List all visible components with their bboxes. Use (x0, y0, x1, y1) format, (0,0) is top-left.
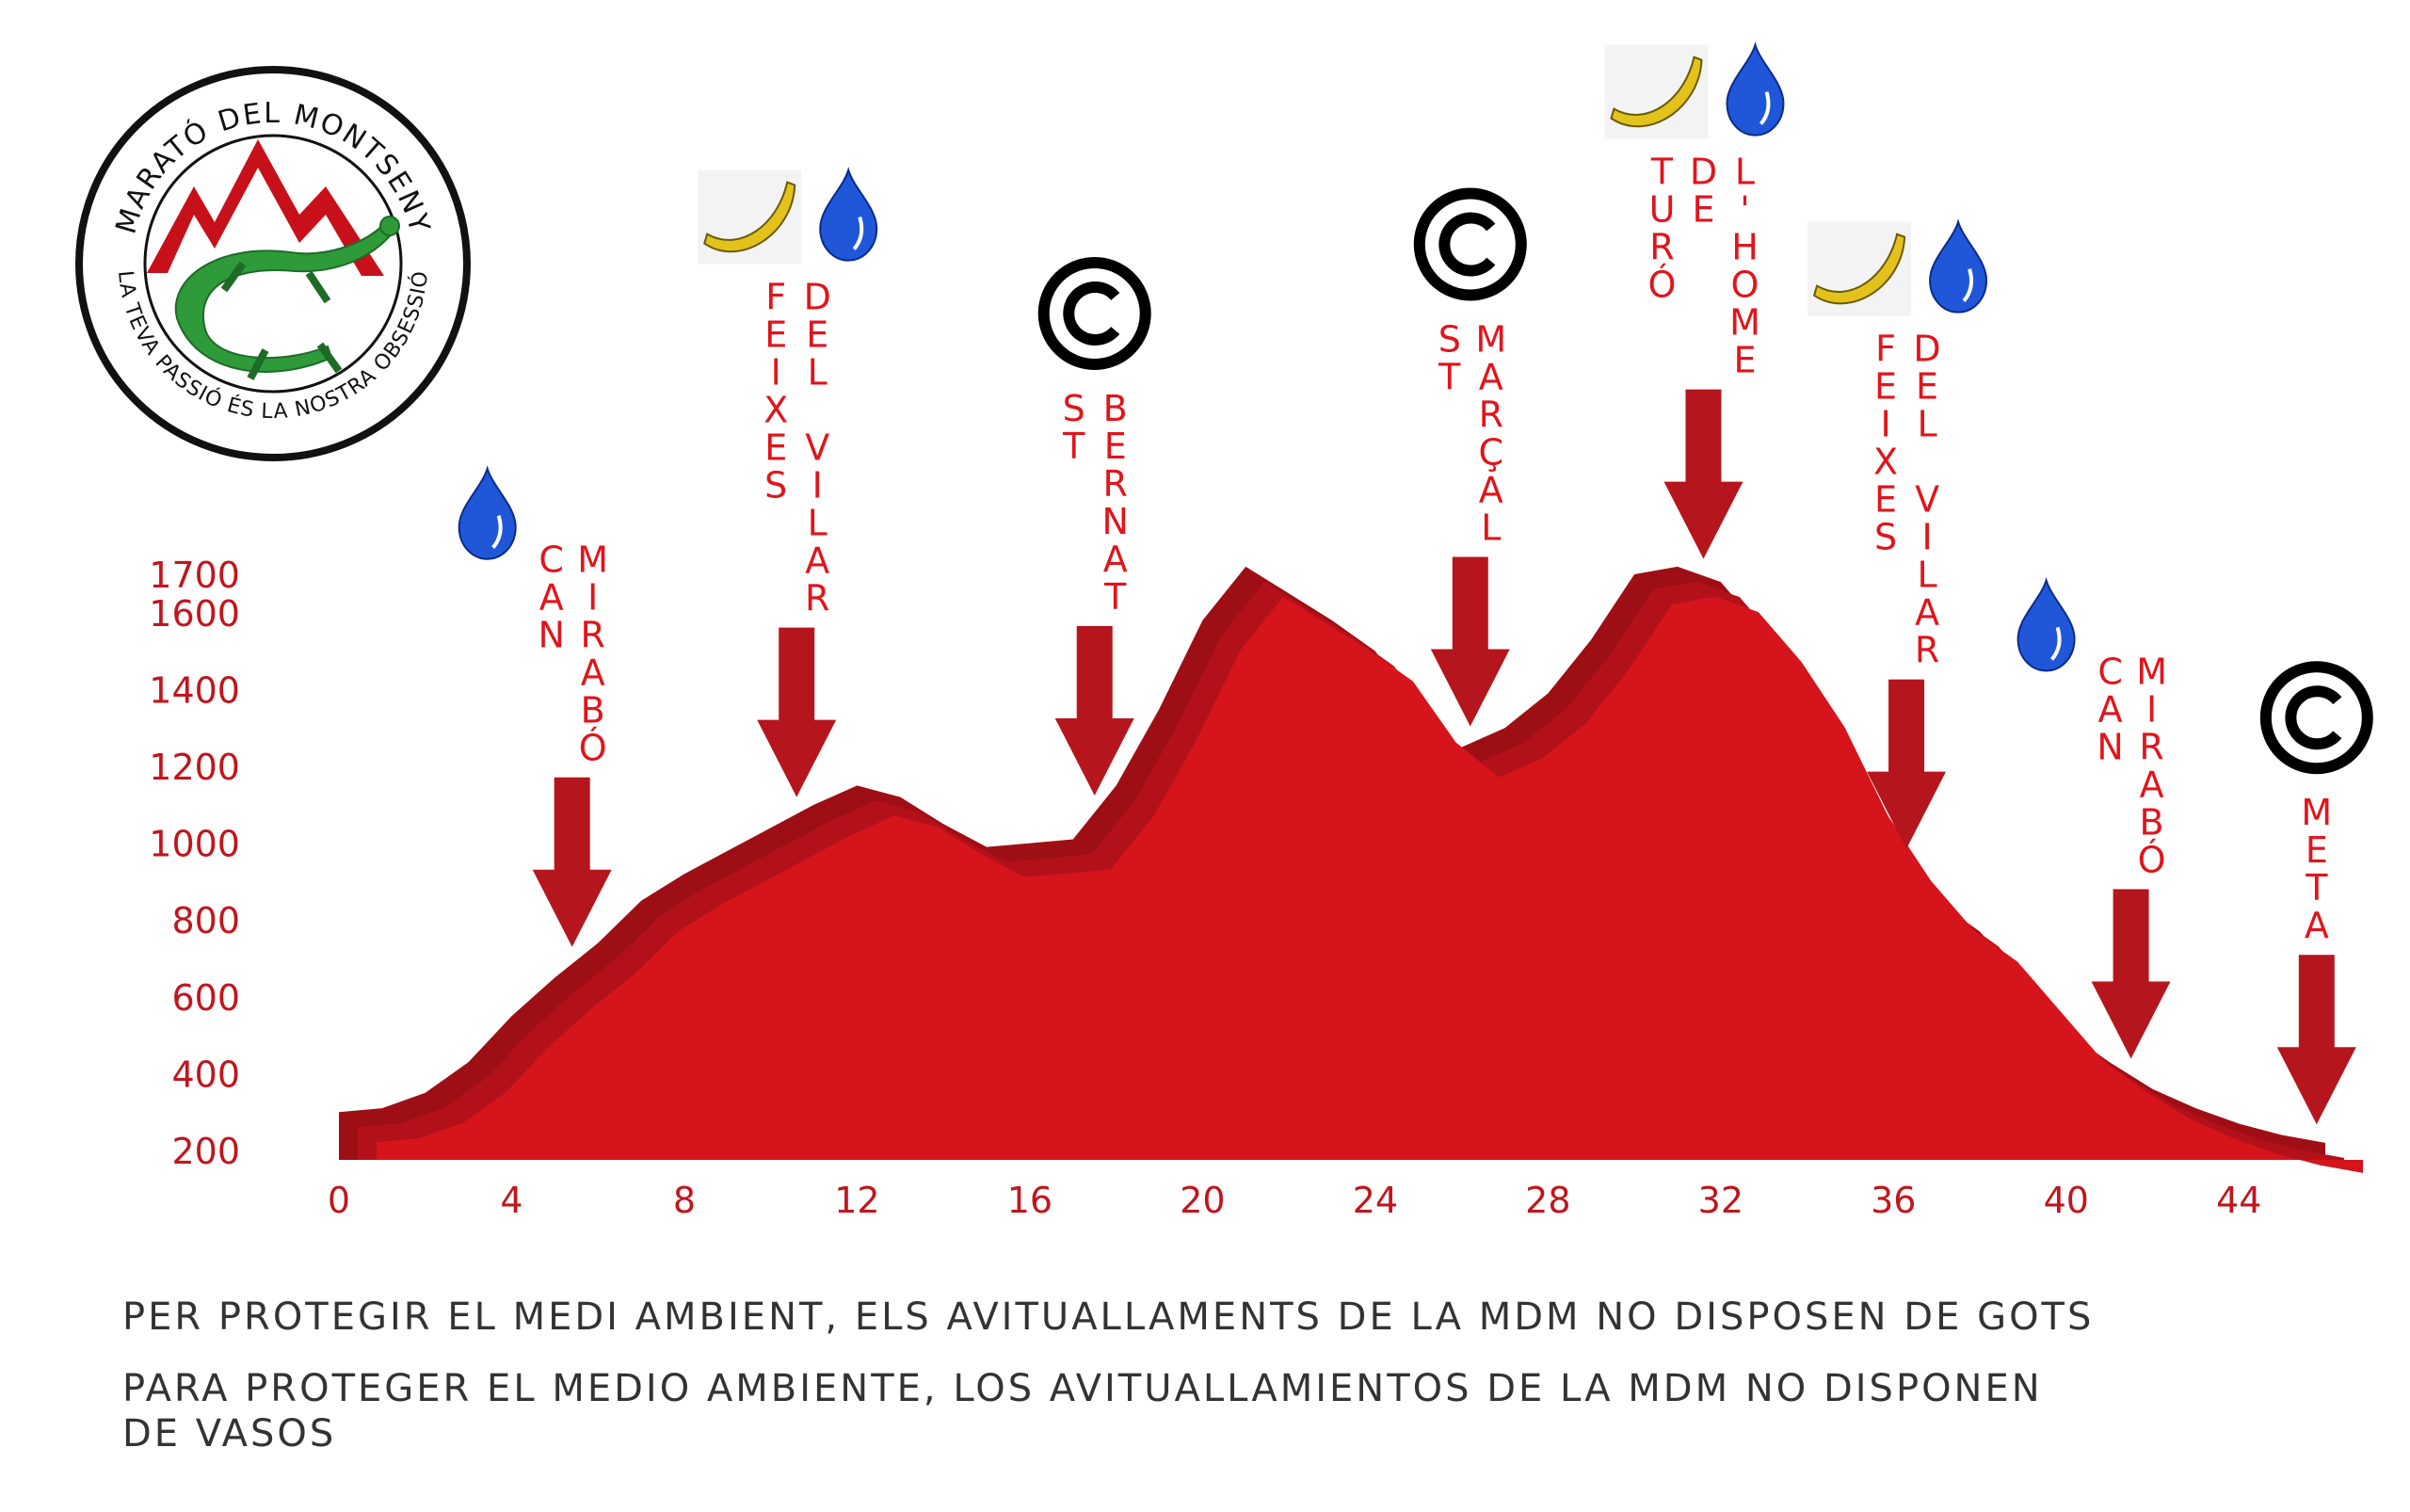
checkpoint-arrowhead (1054, 717, 1134, 796)
x-tick-label: 36 (1871, 1180, 1916, 1221)
x-axis: 0 4 8 12 16 20 24 28 32 36 40 44 (328, 1180, 2262, 1221)
environment-note-spanish-line2: DE VASOS (122, 1412, 337, 1456)
checkpoint-arrowhead (1430, 649, 1510, 727)
water-drop-icon (819, 167, 878, 262)
water-drop-icon (1929, 218, 1988, 314)
y-tick-label: 400 (171, 1054, 240, 1095)
banana-icon (1812, 233, 1906, 305)
environment-note-catalan: PER PROTEGIR EL MEDI AMBIENT, ELS AVITUA… (122, 1295, 2095, 1339)
mountains-icon (147, 139, 384, 276)
cutoff-icon (2259, 661, 2373, 775)
environment-note-spanish-line1: PARA PROTEGER EL MEDIO AMBIENTE, LOS AVI… (122, 1367, 2043, 1410)
checkpoint: C A N M I R A B Ó (458, 465, 612, 947)
x-tick-label: 32 (1698, 1180, 1743, 1221)
cutoff-icon (1037, 256, 1151, 370)
checkpoint-layer: C A N M I R A B Ó F E I X E S D E L V I L A R S T B E R N A T S T M A R Ç A L… (458, 41, 2373, 1125)
y-tick-label: 1700 (149, 555, 240, 596)
x-tick-label: 12 (834, 1180, 879, 1221)
y-tick-label: 1000 (149, 824, 240, 865)
cutoff-icon (1413, 187, 1527, 301)
x-tick-label: 8 (673, 1180, 696, 1221)
y-tick-label: 1400 (149, 669, 240, 711)
y-tick-label: 200 (171, 1131, 240, 1172)
water-drop-icon (2016, 576, 2076, 672)
checkpoint-arrowhead (757, 719, 837, 797)
banana-icon (703, 181, 796, 253)
lizard-icon (174, 216, 400, 380)
checkpoint: T U R Ó D E L ' H O M E (1604, 41, 1785, 559)
banana-icon (1610, 56, 1703, 128)
x-tick-label: 0 (328, 1180, 350, 1221)
checkpoint-label: L ' H O M E (1729, 152, 1760, 381)
checkpoint: S T B E R N A T (1037, 256, 1151, 796)
checkpoint: C A N M I R A B Ó (2016, 576, 2171, 1059)
x-tick-label: 20 (1180, 1180, 1225, 1221)
checkpoint-arrowhead (2091, 981, 2171, 1059)
water-drop-icon (1726, 41, 1785, 137)
race-logo: MARATÓ DEL MONTSENY LA TEVA PASSIÓ ÉS LA… (75, 66, 471, 461)
x-tick-label: 4 (500, 1180, 522, 1221)
profile-area (377, 596, 2363, 1173)
y-tick-label: 800 (171, 900, 240, 941)
checkpoint-arrowhead (532, 869, 612, 947)
x-tick-label: 24 (1353, 1180, 1398, 1221)
checkpoint: S T M A R Ç A L (1413, 187, 1527, 727)
y-tick-label: 1600 (149, 593, 240, 635)
checkpoint-arrowhead (2276, 1047, 2356, 1125)
checkpoint-arrowhead (1867, 771, 1947, 849)
profile-layer (339, 566, 2363, 1173)
x-tick-label: 44 (2216, 1180, 2261, 1221)
water-drop-icon (458, 465, 517, 560)
y-tick-label: 1200 (149, 747, 240, 788)
y-tick-label: 600 (171, 977, 240, 1019)
checkpoint-arrowhead (1663, 481, 1743, 559)
x-tick-label: 40 (2044, 1180, 2089, 1221)
x-tick-label: 28 (1525, 1180, 1570, 1221)
x-tick-label: 16 (1007, 1180, 1052, 1221)
